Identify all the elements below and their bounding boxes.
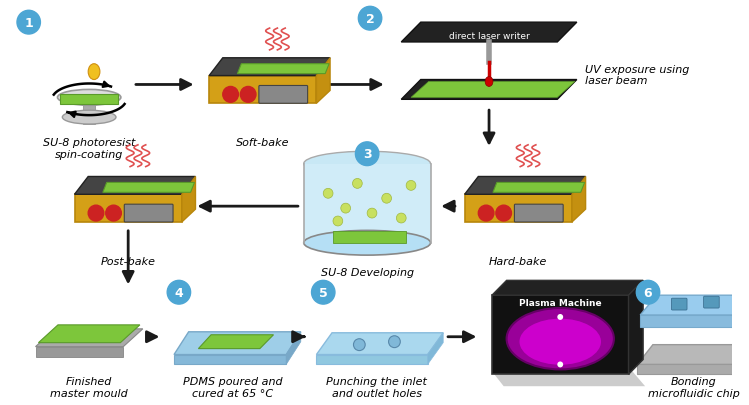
Text: 1: 1 (24, 17, 33, 30)
Polygon shape (286, 332, 301, 364)
Polygon shape (401, 23, 577, 43)
Ellipse shape (62, 111, 116, 125)
Text: 4: 4 (175, 286, 184, 299)
Circle shape (356, 143, 379, 166)
Ellipse shape (88, 64, 100, 80)
FancyBboxPatch shape (515, 205, 563, 222)
Polygon shape (492, 281, 643, 296)
Circle shape (17, 11, 40, 35)
Polygon shape (411, 82, 575, 98)
Text: 5: 5 (319, 286, 327, 299)
Polygon shape (237, 64, 329, 75)
Polygon shape (304, 164, 431, 243)
Polygon shape (35, 347, 124, 357)
Ellipse shape (58, 90, 121, 106)
Circle shape (167, 281, 190, 304)
FancyBboxPatch shape (124, 205, 173, 222)
FancyBboxPatch shape (703, 296, 719, 308)
Polygon shape (182, 177, 195, 222)
Circle shape (240, 87, 256, 103)
Polygon shape (493, 183, 585, 193)
Polygon shape (628, 281, 643, 374)
Text: Punching the inlet
and outlet holes: Punching the inlet and outlet holes (327, 376, 428, 398)
Circle shape (496, 206, 512, 222)
Polygon shape (83, 100, 95, 125)
Ellipse shape (485, 77, 493, 87)
Polygon shape (103, 183, 195, 193)
Polygon shape (198, 335, 273, 349)
Circle shape (637, 281, 660, 304)
Polygon shape (316, 333, 443, 355)
Circle shape (557, 314, 563, 320)
Polygon shape (209, 59, 330, 77)
Text: direct laser writer: direct laser writer (449, 32, 530, 40)
Circle shape (358, 7, 382, 31)
Text: 2: 2 (366, 13, 374, 26)
Ellipse shape (519, 318, 601, 366)
Text: Finished
master mould: Finished master mould (50, 376, 128, 398)
Polygon shape (75, 195, 182, 222)
Circle shape (341, 204, 351, 213)
Polygon shape (464, 195, 572, 222)
Polygon shape (209, 77, 316, 104)
Circle shape (106, 206, 121, 222)
Circle shape (406, 181, 416, 191)
Polygon shape (640, 315, 738, 327)
Text: Soft-bake: Soft-bake (236, 138, 290, 147)
Polygon shape (174, 332, 301, 355)
Circle shape (312, 281, 335, 304)
Circle shape (354, 339, 366, 351)
Polygon shape (60, 95, 118, 105)
Text: Plasma Machine: Plasma Machine (519, 298, 601, 307)
Text: Bonding
microfluidic chip: Bonding microfluidic chip (648, 376, 740, 398)
Polygon shape (572, 177, 586, 222)
Ellipse shape (304, 152, 431, 177)
Circle shape (367, 209, 377, 218)
Text: 6: 6 (643, 286, 652, 299)
Polygon shape (637, 364, 735, 374)
Polygon shape (316, 59, 330, 104)
Text: 3: 3 (363, 148, 372, 161)
Polygon shape (492, 371, 645, 386)
Text: SU-8 Developing: SU-8 Developing (321, 268, 413, 278)
Polygon shape (75, 177, 195, 195)
Polygon shape (464, 177, 586, 195)
Text: SU-8 photoresist
spin-coating: SU-8 photoresist spin-coating (43, 138, 136, 159)
Polygon shape (492, 296, 628, 374)
Polygon shape (174, 355, 286, 364)
Ellipse shape (506, 308, 614, 369)
Circle shape (382, 194, 392, 204)
Polygon shape (640, 296, 749, 315)
Polygon shape (38, 325, 140, 343)
Polygon shape (637, 345, 749, 364)
FancyBboxPatch shape (671, 298, 687, 310)
Circle shape (479, 206, 494, 222)
Polygon shape (333, 231, 406, 243)
Polygon shape (35, 329, 143, 347)
Circle shape (222, 87, 238, 103)
Text: PDMS poured and
cured at 65 °C: PDMS poured and cured at 65 °C (183, 376, 282, 398)
Circle shape (353, 179, 363, 189)
Text: UV exposure using
laser beam: UV exposure using laser beam (585, 65, 689, 86)
Polygon shape (316, 355, 428, 364)
Polygon shape (428, 333, 443, 364)
Text: Post-bake: Post-bake (100, 256, 156, 266)
Ellipse shape (304, 231, 431, 256)
FancyBboxPatch shape (259, 86, 308, 104)
Text: Hard-bake: Hard-bake (489, 256, 548, 266)
Polygon shape (738, 296, 749, 327)
Circle shape (324, 189, 333, 199)
Circle shape (396, 213, 406, 224)
Circle shape (389, 336, 400, 348)
Circle shape (333, 217, 343, 226)
Circle shape (88, 206, 104, 222)
Circle shape (557, 362, 563, 367)
Polygon shape (401, 80, 577, 100)
